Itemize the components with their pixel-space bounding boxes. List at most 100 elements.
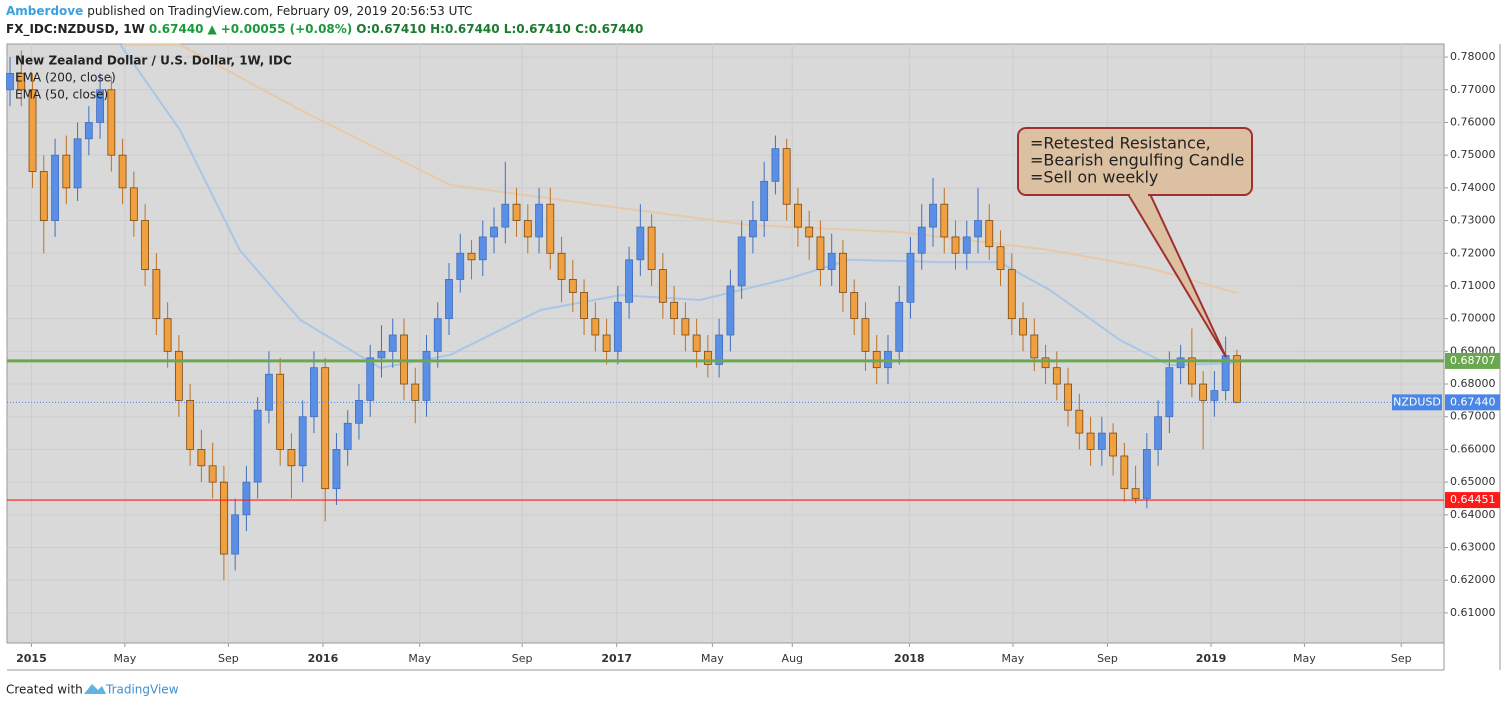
candle-body (388, 334, 397, 352)
level-label: 0.64451 (1450, 493, 1496, 506)
x-tick-label: 2015 (16, 652, 47, 665)
ohlc: O:0.67410 H:0.67440 L:0.67410 C:0.67440 (356, 22, 644, 36)
candle-body (861, 318, 870, 352)
ema-line (119, 44, 1237, 370)
candle-body (850, 292, 859, 320)
chart-title: New Zealand Dollar / U.S. Dollar, 1W, ID… (15, 54, 292, 68)
candle-body (782, 148, 791, 205)
y-tick-label: 0.75000 (1450, 148, 1496, 161)
level-label-box (1445, 352, 1500, 369)
candle-body (456, 252, 465, 280)
y-tick-label: 0.74000 (1450, 181, 1496, 194)
y-tick-label: 0.64000 (1450, 508, 1496, 521)
candle-body (670, 301, 679, 320)
candle-body (219, 481, 228, 555)
candle-body (152, 269, 161, 320)
arrow: ▲ (207, 22, 217, 36)
y-tick-label: 0.72000 (1450, 246, 1496, 259)
y-tick-label: 0.61000 (1450, 606, 1496, 619)
y-tick-label: 0.71000 (1450, 279, 1496, 292)
candle-body (1154, 416, 1163, 450)
y-tick-label: 0.73000 (1450, 214, 1496, 227)
candle-body (118, 154, 127, 189)
candle-body (163, 318, 172, 352)
candle-body (1210, 390, 1219, 401)
candle-body (591, 318, 600, 336)
candle-body (613, 301, 622, 352)
candle-body (467, 252, 476, 261)
candle-body (1007, 269, 1016, 320)
published: published on TradingView.com, February 0… (87, 4, 473, 18)
candle-body (310, 367, 318, 418)
footer-brand: TradingView (105, 683, 179, 697)
candle-body (332, 449, 341, 490)
candle-body (1120, 455, 1129, 490)
candle-body (827, 252, 836, 271)
candle-body (974, 220, 982, 238)
footer-text: Created with (6, 683, 83, 697)
candle-body (287, 449, 296, 467)
x-tick-label: Aug (782, 652, 803, 665)
x-tick-label: Sep (218, 652, 239, 665)
candle-body (411, 383, 420, 401)
candle-body (512, 203, 521, 221)
header-line: FX_IDC:NZDUSD, 1W 0.67440 ▲ +0.00055 (+0.08… (6, 22, 647, 36)
candle-body (1019, 318, 1027, 336)
candle-body (129, 187, 138, 221)
candle-body (794, 203, 802, 228)
candle-body (895, 301, 904, 352)
candle-body (580, 292, 588, 320)
candle-body (726, 285, 735, 336)
candle-body (1030, 334, 1039, 359)
candle-body (62, 154, 71, 189)
candle-body (917, 226, 926, 254)
x-tick-label: 2019 (1196, 652, 1227, 665)
candle-body (546, 203, 555, 254)
axes: 0.61000 0.62000 0.63000 0.64000 0.65000 0.660… (16, 50, 1500, 665)
level-label-box (1445, 492, 1500, 509)
candle-body (1187, 357, 1196, 385)
candle-body (692, 334, 701, 352)
candle-body (478, 236, 487, 261)
candle-body (557, 252, 566, 280)
candle-body (647, 226, 656, 271)
candle-body (6, 73, 14, 91)
candle-body (242, 481, 251, 516)
candle-body (96, 89, 104, 123)
y-tick-label: 0.78000 (1450, 50, 1496, 63)
candle-body (1109, 432, 1117, 457)
candle-body (839, 252, 847, 293)
candle-body (231, 514, 240, 555)
candle-body (366, 357, 375, 401)
candle-body (940, 203, 949, 238)
x-tick-label: Sep (1097, 652, 1118, 665)
x-tick-label: Sep (1391, 652, 1412, 665)
legend-entry: EMA (50, close) (15, 88, 108, 102)
candle-body (625, 259, 633, 303)
x-tick-label: May (701, 652, 724, 665)
candle-body (760, 180, 769, 221)
footer: Created with TradingView (6, 683, 179, 697)
candle-body (737, 236, 746, 287)
annotation-line: =Bearish engulfing Candle (1030, 151, 1244, 170)
candle-body (445, 279, 453, 320)
y-tick-label: 0.67000 (1450, 410, 1496, 423)
candle-body (107, 89, 116, 156)
candle-body (1041, 357, 1050, 369)
candle-body (1064, 383, 1072, 411)
author: Amberdove (6, 4, 84, 18)
candle-body (951, 236, 960, 254)
candle-body (715, 334, 724, 365)
symbol: FX_IDC:NZDUSD, 1W (6, 22, 145, 36)
y-tick-label: 0.76000 (1450, 115, 1496, 128)
candle-body (658, 269, 667, 303)
y-tick-label: 0.63000 (1450, 541, 1496, 554)
candle-body (929, 203, 937, 228)
candle-body (298, 416, 307, 467)
candle-body (1086, 432, 1095, 450)
y-tick-label: 0.70000 (1450, 312, 1496, 325)
candle-body (1199, 383, 1208, 401)
candle-body (906, 252, 915, 303)
candle-body (321, 367, 330, 490)
